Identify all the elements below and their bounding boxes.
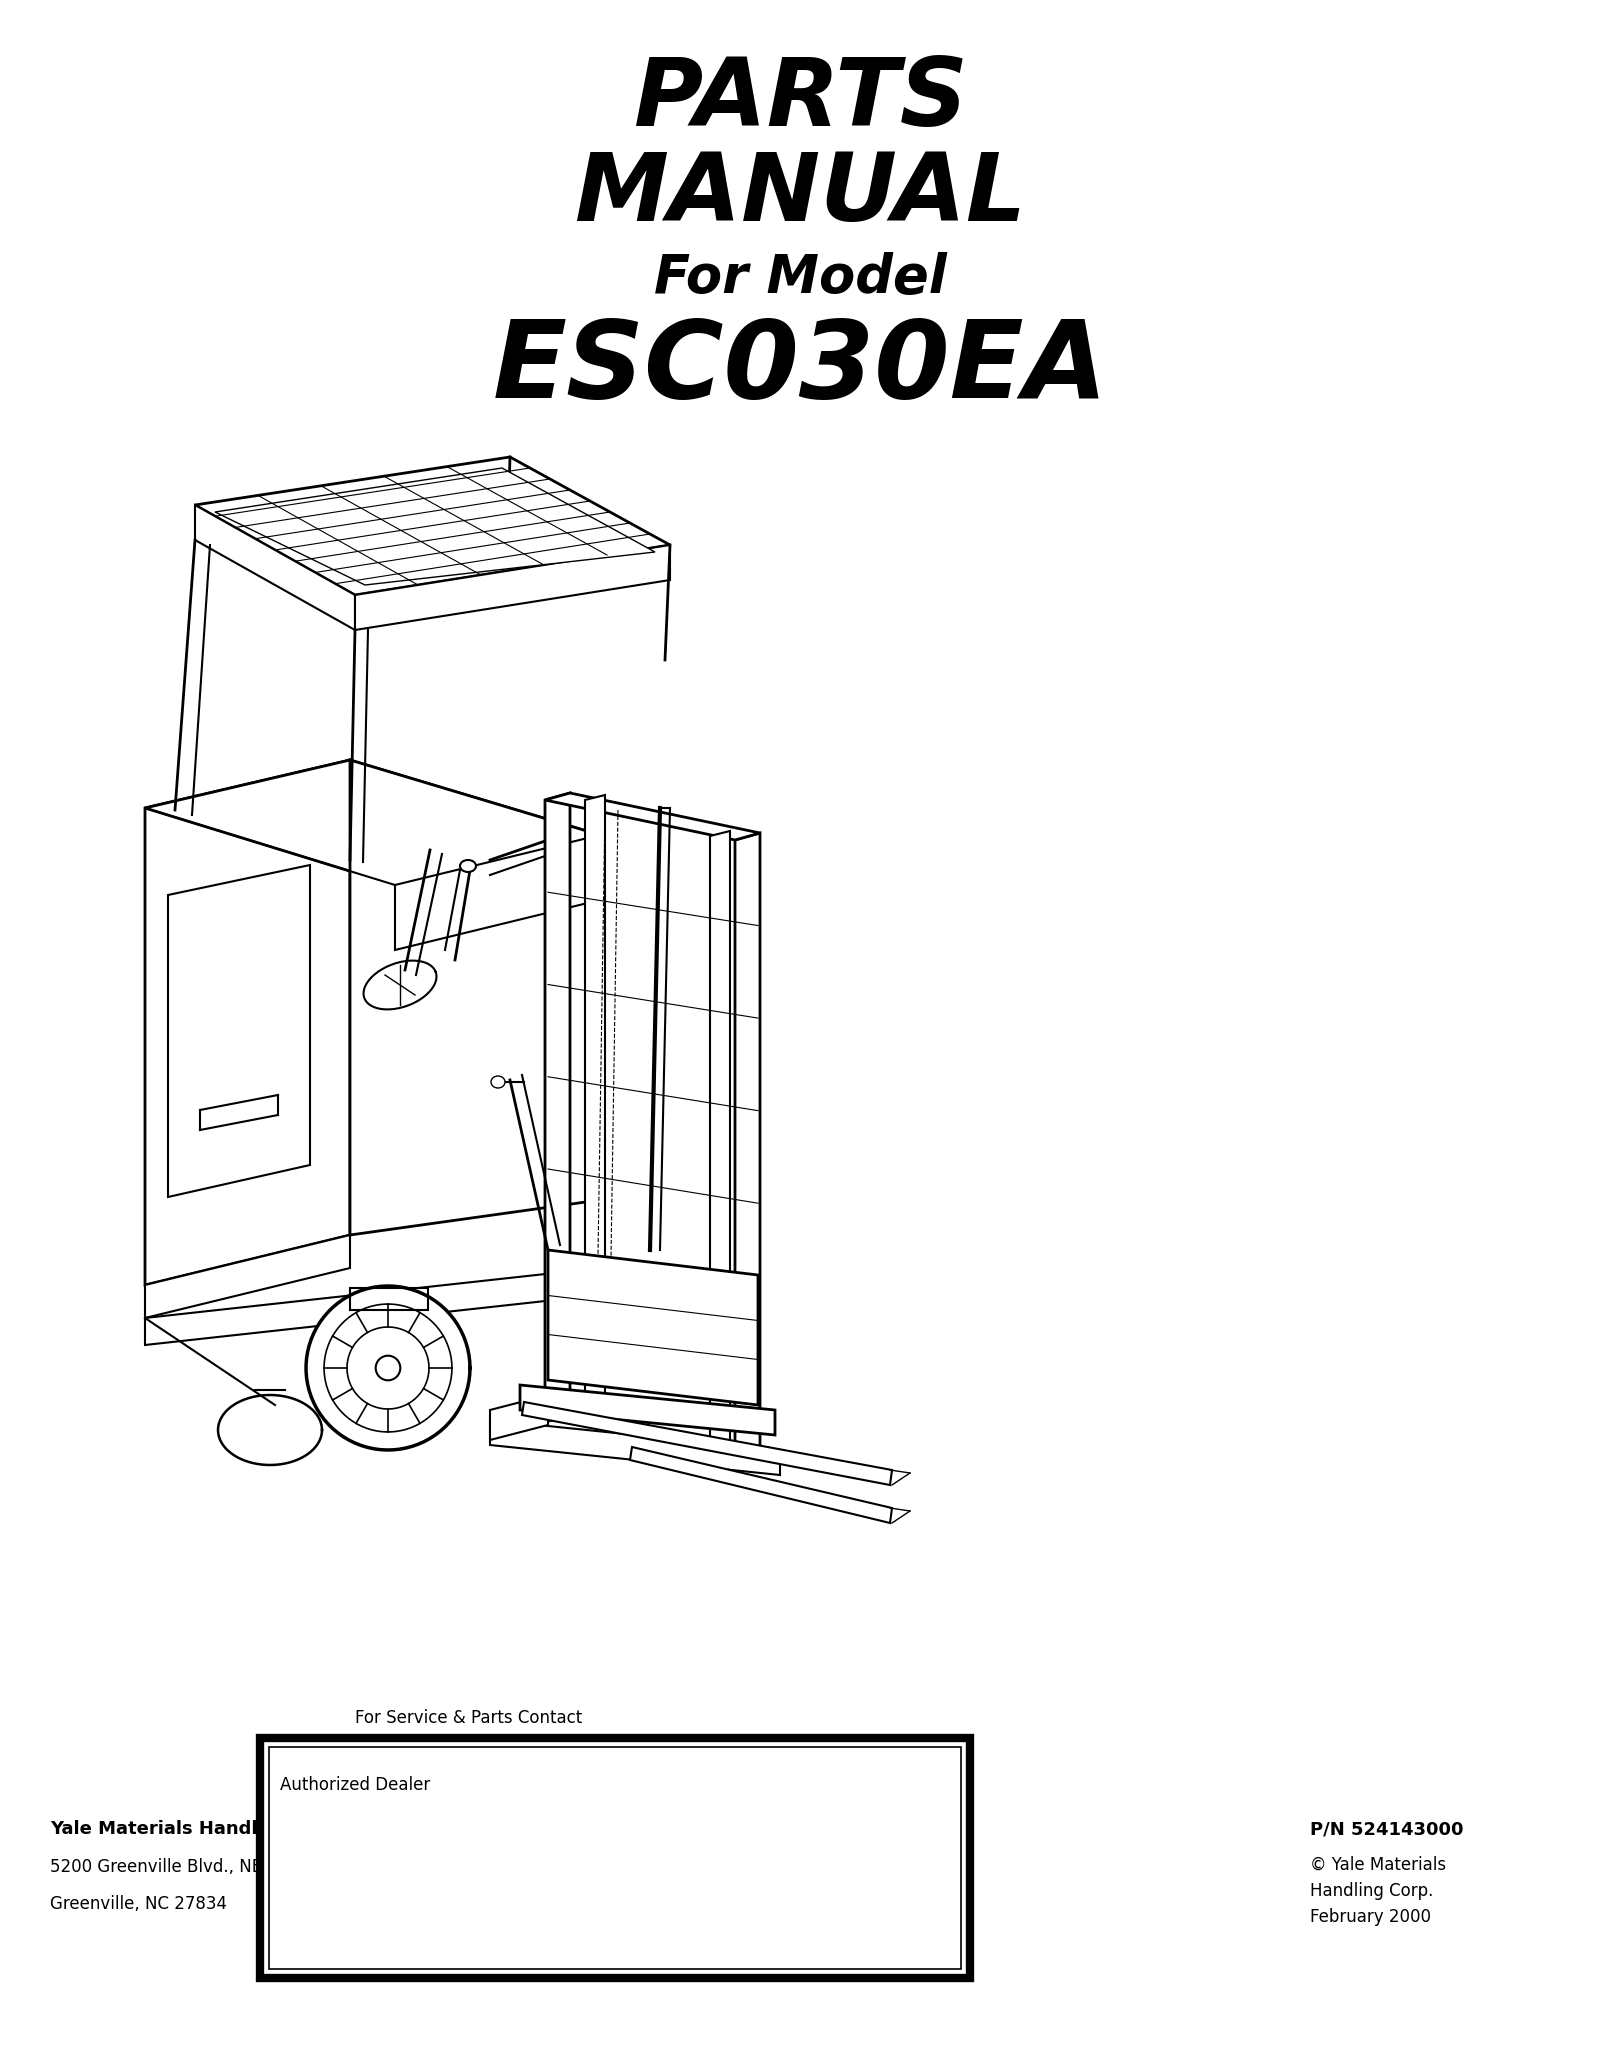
Polygon shape	[522, 1403, 893, 1486]
Bar	[269, 1747, 962, 1968]
Text: P/N 524143000: P/N 524143000	[1310, 1819, 1464, 1838]
Polygon shape	[490, 1419, 781, 1475]
Text: © Yale Materials: © Yale Materials	[1310, 1857, 1446, 1873]
Polygon shape	[214, 468, 654, 584]
Polygon shape	[146, 760, 350, 1285]
Text: Greenville, NC 27834: Greenville, NC 27834	[50, 1896, 227, 1912]
Ellipse shape	[461, 860, 477, 872]
Text: Handling Corp.: Handling Corp.	[1310, 1881, 1434, 1900]
Polygon shape	[195, 506, 355, 630]
Polygon shape	[350, 1289, 429, 1310]
Bar	[259, 1738, 970, 1979]
Polygon shape	[546, 794, 760, 839]
Text: Authorized Dealer: Authorized Dealer	[280, 1776, 430, 1794]
Polygon shape	[630, 1446, 893, 1523]
Text: For Model: For Model	[653, 253, 947, 305]
Polygon shape	[355, 545, 670, 630]
Polygon shape	[546, 794, 570, 1421]
Ellipse shape	[491, 1075, 506, 1088]
Text: February 2000: February 2000	[1310, 1908, 1430, 1927]
Text: Yale Materials Handling Corp.: Yale Materials Handling Corp.	[50, 1819, 349, 1838]
Polygon shape	[306, 1287, 470, 1450]
Polygon shape	[146, 1268, 600, 1345]
Polygon shape	[146, 760, 600, 885]
Polygon shape	[490, 1394, 547, 1440]
Polygon shape	[547, 1249, 758, 1405]
Polygon shape	[734, 833, 760, 1457]
Polygon shape	[168, 864, 310, 1198]
Text: 5200 Greenville Blvd., NE: 5200 Greenville Blvd., NE	[50, 1859, 262, 1875]
Polygon shape	[218, 1394, 322, 1465]
Text: MANUAL: MANUAL	[574, 149, 1026, 240]
Text: For Service & Parts Contact: For Service & Parts Contact	[355, 1709, 582, 1726]
Text: PARTS: PARTS	[632, 54, 968, 145]
Polygon shape	[395, 835, 600, 949]
Text: ESC030EA: ESC030EA	[493, 315, 1107, 421]
Polygon shape	[350, 760, 600, 1235]
Polygon shape	[195, 458, 670, 595]
Ellipse shape	[376, 1355, 400, 1380]
Polygon shape	[710, 831, 730, 1450]
Polygon shape	[146, 1235, 350, 1318]
Polygon shape	[520, 1384, 774, 1436]
Polygon shape	[586, 796, 605, 1415]
